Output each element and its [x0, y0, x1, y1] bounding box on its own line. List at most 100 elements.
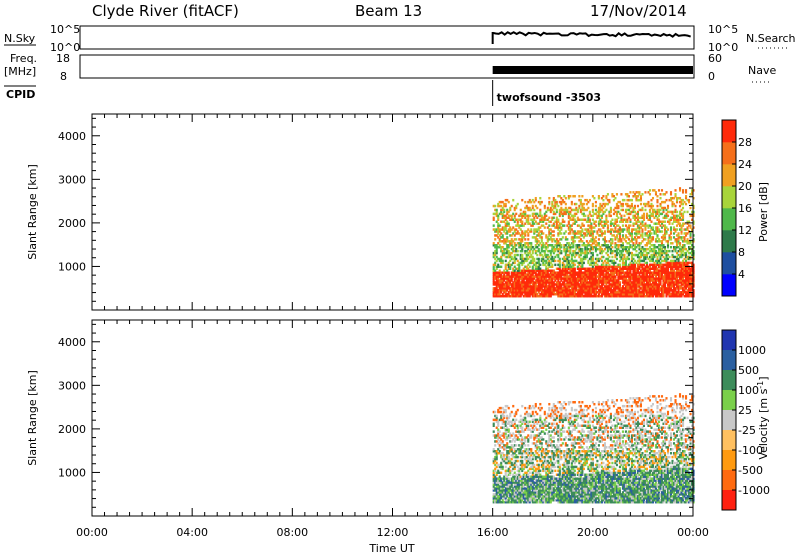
power-cell [552, 212, 555, 216]
power-cell [651, 267, 655, 270]
power-cell [588, 285, 591, 288]
power-cell [621, 228, 624, 231]
power-cell [548, 230, 551, 233]
power-cell [651, 196, 655, 200]
power-cell [591, 277, 594, 280]
power-cell [527, 232, 530, 235]
power-cell [552, 206, 555, 210]
power-cell [500, 273, 503, 276]
power-cell [572, 230, 575, 233]
power-cell [591, 238, 594, 241]
power-cell [540, 238, 543, 241]
power-cell [516, 242, 519, 245]
power-cell [561, 214, 564, 218]
power-cell [509, 287, 512, 290]
power-cell [527, 220, 530, 223]
power-cell [645, 212, 649, 216]
power-cell [599, 257, 602, 261]
power-cell [623, 294, 626, 298]
power-cell [557, 234, 560, 237]
power-cell [651, 255, 655, 259]
power-cell [615, 283, 618, 286]
power-cell [600, 244, 603, 247]
power-cell [536, 273, 539, 276]
power-cell [542, 294, 545, 298]
nsky-label: N.Sky [4, 32, 36, 45]
power-cell [551, 291, 554, 294]
power-cell [623, 271, 626, 274]
power-cell [501, 214, 504, 218]
power-cell [566, 293, 569, 296]
power-cell [524, 293, 527, 296]
power-cell [618, 287, 621, 290]
power-cell [501, 277, 504, 280]
power-cell [522, 271, 525, 274]
power-cell [534, 230, 537, 233]
power-cell [572, 271, 575, 274]
power-cell [566, 289, 569, 292]
velocity-data [492, 393, 695, 504]
power-cell [518, 294, 521, 298]
power-cell [635, 271, 638, 274]
power-cell [500, 249, 503, 253]
power-cell [638, 193, 641, 196]
power-cell [620, 216, 623, 220]
power-cell [647, 279, 650, 282]
power-cell [639, 281, 643, 284]
power-cell [635, 291, 638, 294]
power-cell [620, 291, 623, 294]
power-cell [575, 236, 578, 239]
power-cell [504, 228, 507, 231]
power-cell [581, 222, 584, 225]
power-cell [600, 293, 603, 296]
power-cell [648, 210, 652, 214]
power-cell [609, 289, 612, 292]
power-cell [569, 206, 572, 210]
power-cell [516, 230, 519, 233]
power-cell [534, 196, 537, 200]
power-cell [572, 281, 575, 284]
power-cell [570, 214, 573, 218]
power-cell [554, 293, 557, 296]
power-cell [567, 289, 570, 292]
power-cell [585, 293, 588, 296]
power-cell [618, 285, 621, 288]
power-cell [576, 293, 579, 296]
power-cell [609, 293, 612, 296]
power-cell [590, 228, 593, 231]
power-cell [606, 281, 609, 284]
power-cell [624, 275, 627, 278]
power-cell [587, 220, 590, 223]
power-cell [498, 265, 501, 269]
power-cell [540, 259, 543, 263]
power-cell [551, 293, 554, 296]
power-cell [585, 281, 588, 284]
power-cell [504, 247, 507, 251]
power-cell [639, 249, 643, 253]
power-cell [591, 236, 594, 239]
power-cell [614, 206, 617, 210]
power-cell [525, 285, 528, 288]
power-cell [674, 275, 677, 278]
power-cell [500, 200, 503, 204]
power-cell [582, 277, 585, 280]
power-cell [516, 273, 519, 276]
power-cell [638, 216, 641, 220]
power-cell [648, 287, 652, 290]
power-cell [660, 271, 664, 274]
power-cell [515, 283, 518, 286]
power-cell [525, 277, 528, 280]
power-cell [549, 291, 552, 294]
power-cell [653, 232, 656, 235]
power-cell [507, 293, 510, 296]
power-cell [545, 234, 548, 237]
power-cell [513, 277, 516, 280]
power-cell [564, 202, 567, 206]
power-cell [587, 271, 590, 274]
power-cell [623, 255, 626, 259]
power-cell [557, 289, 560, 292]
power-cell [506, 216, 509, 220]
power-cell [503, 249, 506, 253]
power-cell [501, 208, 504, 212]
power-cell [530, 271, 533, 274]
